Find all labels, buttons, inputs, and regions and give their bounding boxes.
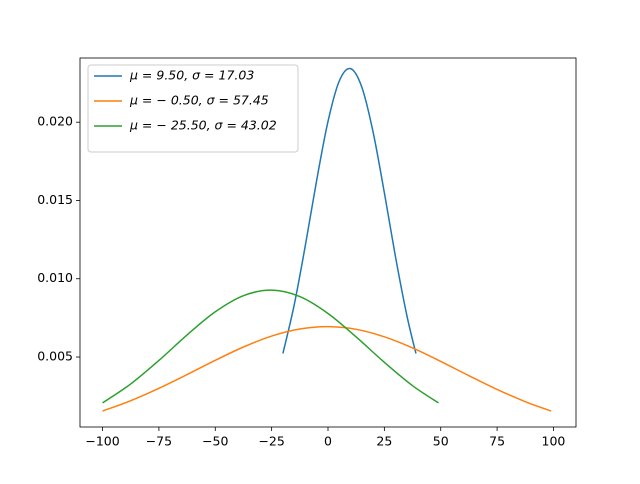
plot-frame — [79, 57, 577, 428]
x-tick-label: 25 — [376, 434, 392, 449]
legend-box — [87, 64, 299, 153]
x-tick-label: −50 — [202, 434, 228, 449]
x-tick-label: 50 — [433, 434, 449, 449]
line-series — [282, 67, 417, 354]
y-tick-label: 0.005 — [37, 349, 73, 364]
x-tick-label: 0 — [324, 434, 332, 449]
x-tick-label: −75 — [146, 434, 172, 449]
legend-label: μ = − 25.50, σ = 43.02 — [129, 118, 277, 133]
legend-label: μ = − 0.50, σ = 57.45 — [129, 93, 269, 108]
y-tick-label: 0.020 — [37, 114, 73, 129]
legend-label: μ = 9.50, σ = 17.03 — [129, 68, 254, 83]
y-tick-label: 0.015 — [37, 192, 73, 207]
y-tick-label: 0.010 — [37, 270, 73, 285]
x-tick-label: 100 — [542, 434, 566, 449]
x-tick-label: −100 — [85, 434, 119, 449]
legend: μ = 9.50, σ = 17.03 μ = − 0.50, σ = 57.45… — [87, 64, 299, 153]
line-series — [102, 325, 552, 412]
line-series — [102, 289, 439, 404]
x-tick-label: 75 — [489, 434, 505, 449]
x-tick-label: −25 — [258, 434, 284, 449]
